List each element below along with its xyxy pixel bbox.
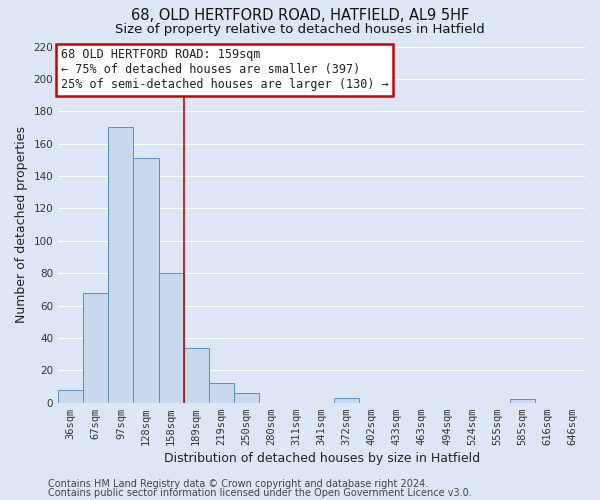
Text: Contains HM Land Registry data © Crown copyright and database right 2024.: Contains HM Land Registry data © Crown c… xyxy=(48,479,428,489)
Y-axis label: Number of detached properties: Number of detached properties xyxy=(15,126,28,323)
Text: 68 OLD HERTFORD ROAD: 159sqm
← 75% of detached houses are smaller (397)
25% of s: 68 OLD HERTFORD ROAD: 159sqm ← 75% of de… xyxy=(61,48,389,92)
Bar xyxy=(184,348,209,403)
X-axis label: Distribution of detached houses by size in Hatfield: Distribution of detached houses by size … xyxy=(164,452,479,465)
Text: Contains public sector information licensed under the Open Government Licence v3: Contains public sector information licen… xyxy=(48,488,472,498)
Bar xyxy=(109,128,133,402)
Bar xyxy=(334,398,359,402)
Bar xyxy=(133,158,158,402)
Bar xyxy=(510,400,535,402)
Bar xyxy=(83,292,109,403)
Text: Size of property relative to detached houses in Hatfield: Size of property relative to detached ho… xyxy=(115,22,485,36)
Bar xyxy=(234,393,259,402)
Bar xyxy=(209,384,234,402)
Bar xyxy=(158,273,184,402)
Text: 68, OLD HERTFORD ROAD, HATFIELD, AL9 5HF: 68, OLD HERTFORD ROAD, HATFIELD, AL9 5HF xyxy=(131,8,469,22)
Bar xyxy=(58,390,83,402)
